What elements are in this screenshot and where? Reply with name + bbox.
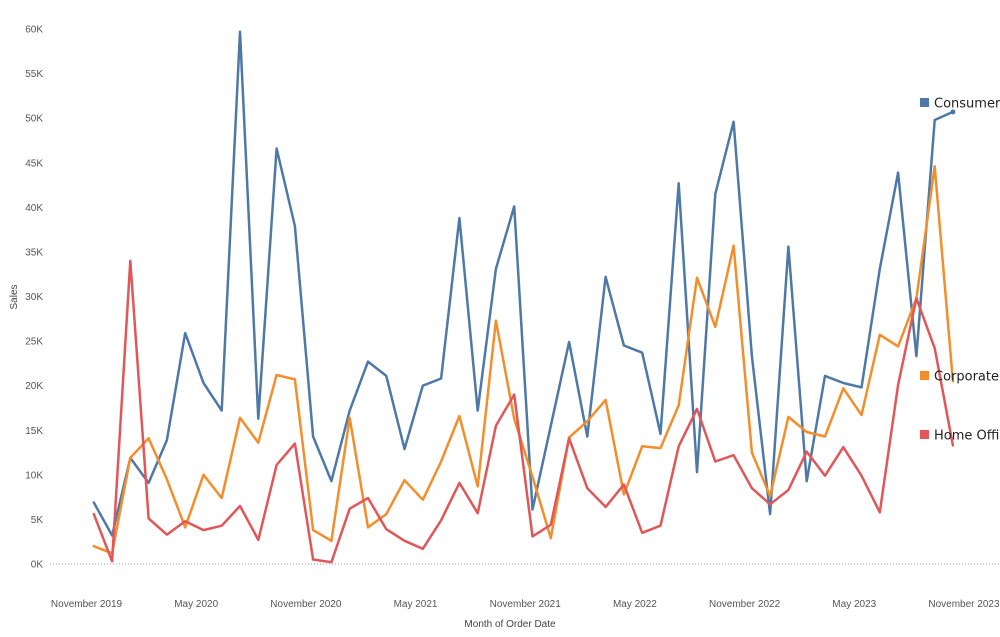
y-axis-ticks: 0K 5K 10K 15K 20K 25K 30K 35K 40K 45K 50K 55K 60K	[25, 25, 43, 571]
x-axis-ticks: November 2019 May 2020 November 2020 May 20…	[51, 599, 1000, 610]
legend-item-consumer[interactable]: Consumer	[920, 97, 1000, 112]
y-tick-label: 15K	[25, 426, 43, 437]
y-tick-label: 25K	[25, 337, 43, 348]
y-tick-label: 40K	[25, 203, 43, 214]
y-tick-label: 30K	[25, 292, 43, 303]
legend-label: Corporate	[934, 370, 999, 385]
series-line-corporate	[92, 165, 955, 555]
legend-swatch	[920, 371, 929, 380]
x-tick-label: November 2020	[270, 599, 342, 610]
x-tick-label: May 2021	[394, 599, 438, 610]
y-tick-label: 10K	[25, 470, 43, 481]
series-line-consumer	[92, 30, 955, 537]
series-end-marker	[950, 109, 956, 115]
y-tick-label: 55K	[25, 69, 43, 80]
x-axis-title: Month of Order Date	[464, 619, 556, 630]
x-tick-label: November 2023	[928, 599, 1000, 610]
x-tick-label: May 2023	[832, 599, 876, 610]
x-tick-label: May 2022	[613, 599, 657, 610]
y-tick-label: 0K	[31, 560, 44, 571]
legend-swatch	[920, 98, 929, 107]
y-tick-label: 20K	[25, 381, 43, 392]
series-lines	[92, 30, 956, 564]
legend-item-home-office[interactable]: Home Office	[920, 429, 1000, 444]
legend-swatch	[920, 430, 929, 439]
legend-label: Home Office	[934, 429, 1000, 444]
x-tick-label: November 2022	[709, 599, 781, 610]
legend-item-corporate[interactable]: Corporate	[920, 370, 999, 385]
legend: Consumer Corporate Home Office	[920, 97, 1000, 444]
x-tick-label: November 2021	[490, 599, 562, 610]
x-tick-label: May 2020	[174, 599, 218, 610]
y-axis-title: Sales	[9, 284, 20, 309]
y-tick-label: 35K	[25, 247, 43, 258]
x-tick-label: November 2019	[51, 599, 123, 610]
legend-label: Consumer	[934, 97, 1000, 112]
y-tick-label: 60K	[25, 25, 43, 36]
series-line-home-office	[92, 259, 955, 564]
y-tick-label: 45K	[25, 158, 43, 169]
y-tick-label: 5K	[31, 515, 44, 526]
y-tick-label: 50K	[25, 114, 43, 125]
